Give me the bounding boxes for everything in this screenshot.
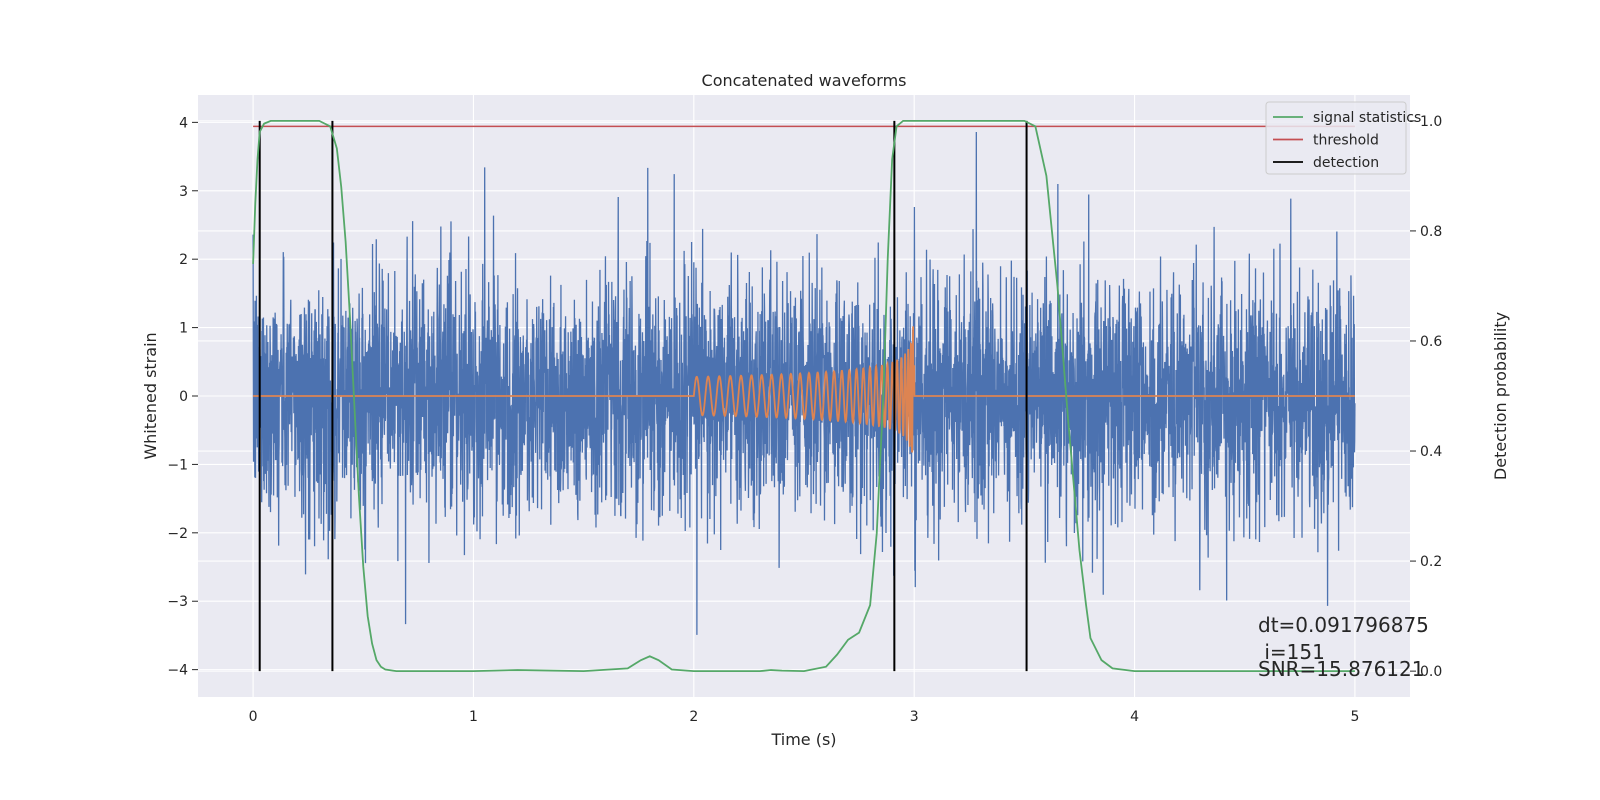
x-tick-label: 1 [469, 709, 478, 725]
x-tick-label: 4 [1130, 709, 1139, 725]
y-tick-label: −4 [167, 663, 188, 679]
legend-label-detection: detection [1313, 155, 1379, 171]
annotation-dt: dt=0.091796875 [1258, 613, 1429, 637]
template-series [253, 326, 1355, 453]
probability-layer [252, 119, 1355, 673]
y-tick-label: 4 [179, 115, 188, 131]
y2-tick-label: 0.8 [1420, 224, 1442, 240]
y-tick-label: −2 [167, 526, 188, 542]
annotation-snr: SNR=15.876121 [1258, 657, 1424, 681]
y-tick-label: −1 [167, 457, 188, 473]
strain-series [252, 132, 1356, 635]
x-tick-label: 3 [910, 709, 919, 725]
chart-title: Concatenated waveforms [702, 71, 907, 90]
legend-box [1265, 101, 1407, 175]
y2-tick-label: 0.0 [1420, 664, 1442, 680]
signal-statistics-line [252, 119, 1355, 673]
y-tick-label: 2 [179, 252, 188, 268]
y-tick-label: −3 [167, 594, 188, 610]
y-tick-label: 3 [179, 184, 188, 200]
y2-tick-label: 0.2 [1420, 554, 1442, 570]
ticks: 0 1 2 3 4 5 −4 −3 −2 −1 0 1 2 3 4 0.0 0.2 0.4 0.6 0.8 1.0 [167, 114, 1442, 725]
x-axis-label: Time (s) [770, 730, 836, 749]
y2-tick-label: 0.4 [1420, 444, 1442, 460]
x-tick-label: 2 [689, 709, 698, 725]
x-tick-label: 5 [1350, 709, 1359, 725]
annotation-index: i=151 [1258, 640, 1325, 664]
y-axis-label: Whitened strain [141, 332, 160, 459]
y2-axis-label: Detection probability [1491, 312, 1510, 480]
y-tick-label: 1 [179, 321, 188, 337]
strain-line [252, 132, 1356, 635]
y2-tick-label: 0.6 [1420, 334, 1442, 350]
template-line [253, 326, 1355, 453]
y2-tick-label: 1.0 [1420, 114, 1442, 130]
legend-label-signal-statistics: signal statistics [1313, 110, 1421, 126]
legend: signal statistics threshold detection [1265, 101, 1421, 175]
x-tick-label: 0 [249, 709, 258, 725]
legend-label-threshold: threshold [1313, 133, 1379, 149]
y-tick-label: 0 [179, 389, 188, 405]
